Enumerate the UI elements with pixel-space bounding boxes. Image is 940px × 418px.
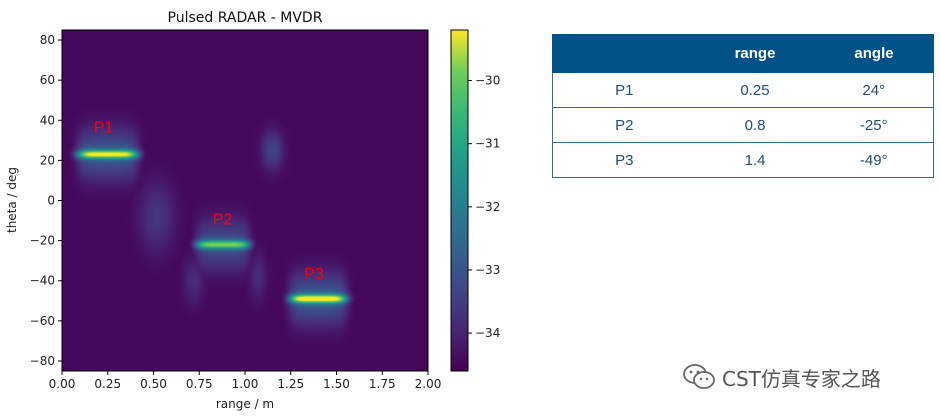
colorbar-tick-label: −31 bbox=[475, 137, 500, 151]
table-cell: 24° bbox=[814, 72, 934, 108]
x-tick-label: 0.25 bbox=[94, 377, 121, 391]
x-tick-label: 2.00 bbox=[415, 377, 442, 391]
table-cell: P3 bbox=[552, 142, 696, 178]
heatmap-chart: Pulsed RADAR - MVDR 0.00 0.25 0.50 0.75 1.00… bbox=[5, 10, 500, 411]
x-tick-label: 0.75 bbox=[186, 377, 213, 391]
watermark-text: CST仿真专家之路 bbox=[722, 366, 881, 391]
x-axis-ticks: 0.00 0.25 0.50 0.75 1.00 1.25 1.50 1.75 2.00 bbox=[49, 371, 442, 391]
y-tick-label: −20 bbox=[30, 234, 55, 248]
y-tick-label: −40 bbox=[30, 274, 55, 288]
table-row: P2 0.8 -25° bbox=[552, 107, 934, 143]
table-cell: 0.8 bbox=[695, 107, 815, 143]
y-tick-label: −80 bbox=[30, 354, 55, 368]
colorbar-tick-label: −33 bbox=[475, 263, 500, 277]
table-cell: P2 bbox=[552, 107, 696, 143]
table-cell: P1 bbox=[552, 72, 696, 108]
peak-label: P1 bbox=[94, 119, 114, 136]
chart-title: Pulsed RADAR - MVDR bbox=[168, 10, 323, 26]
heatmap-plot-area bbox=[62, 30, 428, 371]
colorbar-tick-label: −32 bbox=[475, 200, 500, 214]
x-tick-label: 0.50 bbox=[140, 377, 167, 391]
table-cell: 1.4 bbox=[695, 142, 815, 178]
table-header-row: range angle bbox=[552, 34, 934, 73]
table-cell: -49° bbox=[814, 142, 934, 178]
x-tick-label: 1.75 bbox=[369, 377, 396, 391]
x-tick-label: 1.50 bbox=[323, 377, 350, 391]
y-tick-label: 60 bbox=[40, 73, 55, 87]
colorbar-tick-label: −30 bbox=[475, 74, 500, 88]
colorbar-tick-label: −34 bbox=[475, 326, 500, 340]
y-tick-label: −60 bbox=[30, 314, 55, 328]
table-header-cell: range bbox=[695, 34, 815, 73]
wechat-logo-icon bbox=[683, 364, 715, 389]
y-tick-label: 0 bbox=[47, 194, 55, 208]
table-cell: 0.25 bbox=[695, 72, 815, 108]
table-header-cell: angle bbox=[814, 34, 934, 73]
peak-results-table: range angle P1 0.25 24° P2 0.8 -25° P3 1… bbox=[552, 34, 934, 178]
table-row: P3 1.4 -49° bbox=[552, 142, 934, 178]
x-tick-label: 0.00 bbox=[49, 377, 76, 391]
peak-label: P3 bbox=[304, 266, 324, 283]
y-axis-ticks: 80 60 40 20 0 −20 −40 −60 −80 bbox=[30, 33, 62, 368]
x-tick-label: 1.25 bbox=[277, 377, 304, 391]
colorbar-ticks: −30 −31 −32 −33 −34 bbox=[468, 74, 500, 340]
colorbar bbox=[450, 29, 469, 372]
y-axis-label: theta / deg bbox=[5, 167, 19, 233]
watermark: CST仿真专家之路 bbox=[682, 362, 881, 392]
peak-label: P2 bbox=[213, 212, 233, 229]
y-tick-label: 40 bbox=[40, 113, 55, 127]
table-row: P1 0.25 24° bbox=[552, 72, 934, 108]
y-tick-label: 20 bbox=[40, 153, 55, 167]
table-cell: -25° bbox=[814, 107, 934, 143]
x-axis-label: range / m bbox=[216, 397, 274, 411]
peak-annotations: P1 P2 P3 bbox=[94, 119, 324, 282]
x-tick-label: 1.00 bbox=[232, 377, 259, 391]
y-tick-label: 80 bbox=[40, 33, 55, 47]
table-header-cell bbox=[552, 34, 696, 73]
